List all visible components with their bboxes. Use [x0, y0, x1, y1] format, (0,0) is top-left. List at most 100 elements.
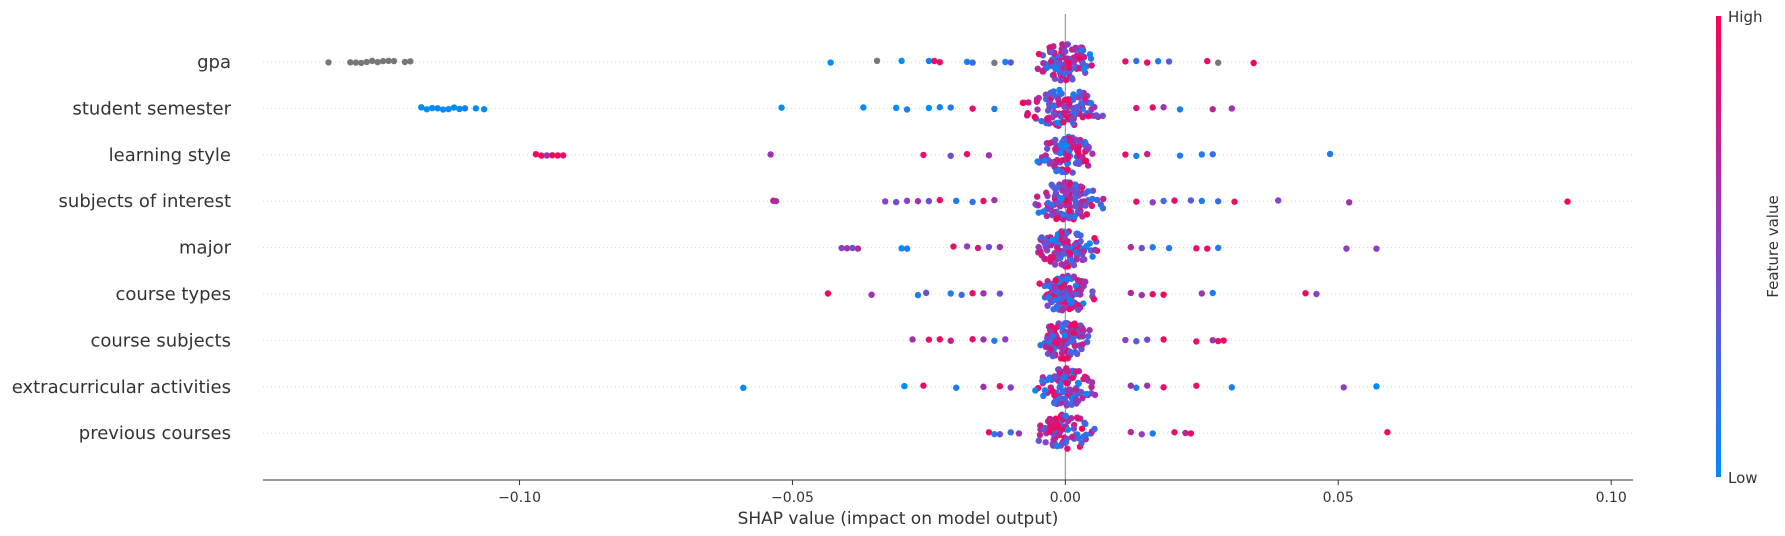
shap-point — [1072, 368, 1079, 375]
colorbar-low-label: Low — [1728, 469, 1758, 487]
shap-point — [1127, 428, 1135, 436]
shap-point — [824, 290, 832, 297]
shap-point — [1043, 247, 1051, 254]
shap-point — [1066, 348, 1074, 356]
shap-point — [559, 152, 567, 159]
shap-point — [1062, 438, 1069, 446]
shap-point — [1085, 143, 1092, 151]
shap-point — [325, 59, 332, 66]
shap-point — [1063, 292, 1070, 299]
shap-point — [1036, 280, 1043, 287]
shap-point — [1088, 202, 1096, 210]
shap-point — [1075, 192, 1083, 199]
shap-point — [1051, 162, 1058, 170]
shap-point — [1056, 394, 1063, 402]
shap-point — [1044, 350, 1052, 357]
shap-point — [1034, 65, 1042, 73]
shap-point — [461, 105, 469, 112]
shap-point — [1083, 374, 1090, 382]
shap-point — [1069, 119, 1077, 127]
feature-label: subjects of interest — [59, 191, 231, 212]
shap-point — [1061, 179, 1069, 186]
shap-point — [1007, 59, 1014, 66]
shap-point — [1065, 59, 1072, 66]
shap-point — [1058, 90, 1065, 97]
shap-point — [1133, 338, 1140, 345]
shap-point — [423, 106, 430, 113]
shap-point — [1076, 55, 1083, 62]
row-guide-lines — [263, 61, 1633, 434]
shap-point — [1070, 58, 1078, 65]
shap-point — [914, 197, 922, 205]
shap-point — [1209, 289, 1216, 297]
shap-point — [1326, 150, 1334, 158]
shap-point — [1384, 429, 1391, 436]
shap-point — [1343, 245, 1350, 252]
shap-point — [1072, 136, 1080, 144]
shap-point — [1086, 240, 1093, 247]
shap-point — [1070, 329, 1077, 337]
shap-point — [1053, 65, 1060, 72]
shap-point — [549, 152, 556, 159]
shap-point — [1059, 216, 1067, 223]
shap-point — [1031, 113, 1038, 121]
shap-point — [969, 336, 976, 343]
shap-point — [772, 197, 780, 205]
shap-point — [1050, 92, 1057, 99]
shap-point — [1149, 291, 1156, 298]
shap-point — [1065, 368, 1072, 375]
feature-label: major — [179, 238, 232, 259]
shap-point — [950, 243, 957, 250]
shap-point — [1035, 209, 1042, 216]
shap-point — [985, 152, 993, 159]
shap-point — [1072, 249, 1080, 256]
shap-point — [947, 104, 954, 111]
shap-point — [1034, 106, 1041, 113]
shap-point — [1058, 157, 1065, 164]
shap-point — [827, 59, 834, 66]
shap-point — [1061, 320, 1069, 327]
shap-point — [1071, 322, 1078, 329]
x-axis-ticks: −0.10 −0.05 0.00 0.05 0.10 — [498, 480, 1627, 506]
shap-point — [980, 290, 987, 297]
shap-point — [991, 337, 998, 344]
shap-point — [931, 57, 938, 65]
shap-point — [1050, 208, 1058, 216]
shap-point — [1100, 195, 1107, 203]
shap-point — [1053, 244, 1061, 251]
shap-point — [1204, 245, 1211, 252]
shap-point — [1061, 135, 1068, 143]
shap-point — [991, 59, 998, 67]
shap-point — [1220, 337, 1227, 344]
shap-point — [1075, 94, 1083, 101]
shap-point — [925, 57, 933, 65]
shap-point — [1050, 254, 1057, 261]
shap-point — [1144, 336, 1151, 343]
shap-point — [1127, 243, 1135, 251]
shap-point — [1025, 99, 1032, 106]
shap-point — [1076, 88, 1083, 95]
feature-label: course types — [116, 284, 231, 305]
shap-point — [1066, 207, 1073, 215]
shap-point — [1066, 305, 1073, 313]
shap-point — [1204, 57, 1211, 65]
shap-point — [963, 58, 971, 66]
shap-point — [1066, 64, 1073, 72]
shap-point — [1058, 196, 1065, 203]
shap-point — [1133, 104, 1140, 112]
shap-point — [1040, 59, 1047, 67]
feature-label: student semester — [72, 98, 231, 119]
shap-point — [1099, 205, 1107, 212]
shap-point — [1041, 157, 1048, 164]
shap-point — [996, 383, 1004, 390]
shap-point — [418, 104, 425, 111]
shap-point — [1071, 241, 1079, 248]
shap-point — [1149, 199, 1156, 206]
shap-point — [1068, 74, 1075, 82]
shap-point — [1079, 114, 1086, 121]
shap-point — [1250, 59, 1257, 67]
shap-point — [1089, 195, 1096, 203]
shap-point — [1176, 152, 1184, 159]
shap-point — [1053, 167, 1060, 175]
shap-point — [1133, 152, 1140, 160]
